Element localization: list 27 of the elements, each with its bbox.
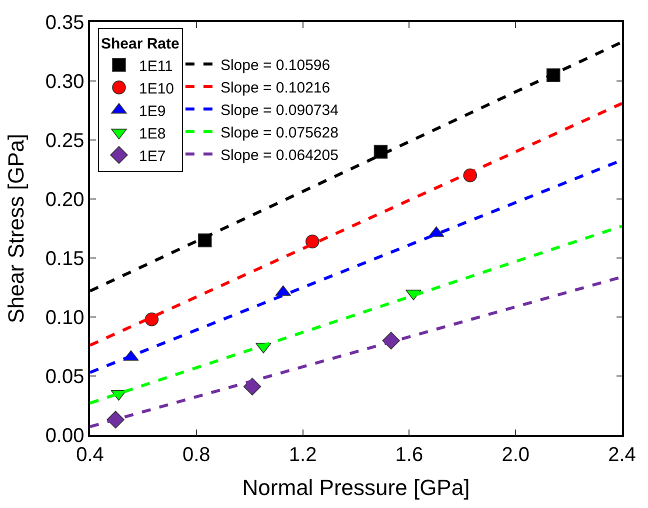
legend-label: 1E7 xyxy=(138,148,166,165)
y-tick-label: 0.10 xyxy=(45,307,84,329)
point xyxy=(144,312,159,326)
legend-label: 1E9 xyxy=(138,102,166,120)
y-tick-label: 0.25 xyxy=(45,130,84,152)
legend-label: 1E11 xyxy=(138,58,173,75)
legend-label: Slope = 0.075628 xyxy=(220,124,338,142)
legend-label: 1E8 xyxy=(138,125,166,142)
x-tick-label: 1.2 xyxy=(288,444,317,466)
y-tick-label: 0.35 xyxy=(45,12,84,34)
x-tick-label: 2.0 xyxy=(502,444,530,466)
x-tick-label: 1.6 xyxy=(395,444,424,466)
x-tick-label: 2.4 xyxy=(608,444,636,466)
legend-label: Slope = 0.064205 xyxy=(220,146,338,164)
y-tick-label: 0.20 xyxy=(45,189,84,211)
x-axis-title: Normal Pressure [GPa] xyxy=(242,475,470,500)
legend-label: Slope = 0.10596 xyxy=(220,56,330,74)
legend-label: Slope = 0.10216 xyxy=(220,79,330,96)
point xyxy=(305,234,320,248)
y-axis-title: Shear Stress [GPa] xyxy=(4,134,29,324)
x-tick-label: 0.8 xyxy=(182,444,210,466)
y-tick-label: 0.30 xyxy=(45,71,84,93)
legend-label: 1E10 xyxy=(138,80,174,98)
y-tick-label: 0.15 xyxy=(45,248,84,270)
y-tick-label: 0.05 xyxy=(45,366,84,388)
legend-title: Shear Rate xyxy=(100,36,180,53)
legend-label: Slope = 0.090734 xyxy=(220,102,338,119)
